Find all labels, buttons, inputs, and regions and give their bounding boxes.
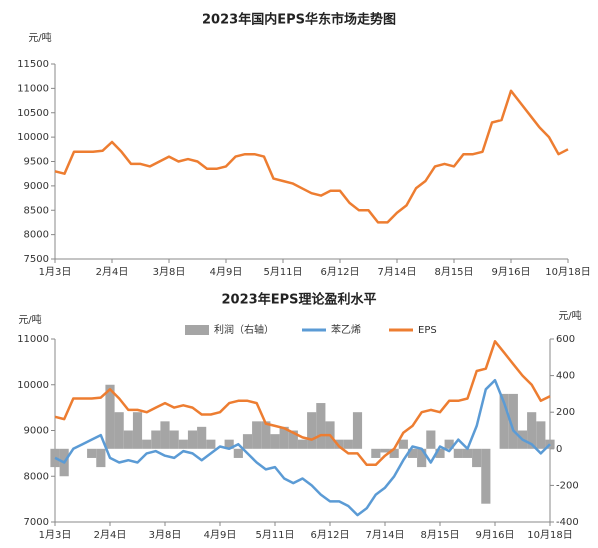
legend-label: 苯乙烯 bbox=[331, 323, 361, 336]
profit-bar bbox=[380, 448, 390, 453]
x-tick-label: 3月8日 bbox=[153, 266, 186, 278]
profit-bar bbox=[261, 421, 271, 449]
profit-bar bbox=[233, 448, 243, 458]
line-series bbox=[54, 89, 569, 224]
profit-bar bbox=[224, 439, 234, 449]
line-series bbox=[54, 378, 551, 517]
profit-bar bbox=[527, 412, 537, 449]
x-tick-label: 6月12日 bbox=[320, 266, 359, 278]
line-series bbox=[54, 340, 551, 467]
profit-bar bbox=[132, 412, 143, 449]
profit-bar bbox=[398, 439, 408, 449]
x-tick-label: 1月3日 bbox=[39, 529, 72, 541]
profit-bar bbox=[481, 448, 491, 504]
profit-bar bbox=[462, 448, 473, 458]
x-tick-label: 10月18日 bbox=[545, 266, 590, 278]
profit-bar bbox=[472, 448, 482, 468]
profit-bar bbox=[169, 430, 179, 449]
profit-bar bbox=[87, 448, 97, 458]
profit-bar bbox=[142, 439, 152, 449]
y-tick-label: 10500 bbox=[17, 108, 49, 119]
y-tick-label: 7000 bbox=[24, 517, 49, 528]
y2-tick-label: 0 bbox=[556, 444, 562, 455]
x-tick-label: 10月18日 bbox=[527, 529, 572, 541]
x-tick-label: 3月8日 bbox=[149, 529, 182, 541]
profit-bar bbox=[123, 430, 133, 449]
profit-bar bbox=[334, 439, 344, 449]
y-tick-label: 10000 bbox=[17, 380, 49, 391]
y-tick-label: 10000 bbox=[17, 132, 49, 143]
y-tick-label: 8000 bbox=[24, 471, 49, 482]
profit-bar bbox=[178, 439, 188, 449]
profit-bar bbox=[252, 421, 262, 449]
profit-bar bbox=[270, 434, 280, 449]
y-tick-label: 9500 bbox=[24, 157, 49, 168]
profit-bar bbox=[316, 403, 326, 449]
y-axis-unit: 元/吨 bbox=[28, 31, 51, 44]
profit-bar bbox=[288, 430, 298, 449]
profit-bar bbox=[453, 448, 463, 458]
x-tick-label: 1月3日 bbox=[39, 266, 72, 278]
x-tick-label: 8月15日 bbox=[420, 529, 459, 541]
y2-tick-label: -200 bbox=[556, 480, 579, 491]
profit-bar bbox=[499, 393, 509, 449]
legend-label: 利润（右轴） bbox=[214, 323, 274, 336]
y-axis-unit: 元/吨 bbox=[18, 313, 41, 326]
profit-bar bbox=[206, 439, 216, 449]
y-tick-label: 9000 bbox=[24, 426, 49, 437]
y-tick-label: 11000 bbox=[17, 334, 49, 345]
profit-bar bbox=[187, 430, 198, 449]
profit-bar bbox=[389, 448, 399, 458]
chart-title: 2023年EPS理论盈利水平 bbox=[222, 292, 377, 308]
profit-bar bbox=[417, 448, 427, 468]
profit-bar bbox=[307, 412, 317, 449]
chart-title: 2023年国内EPS华东市场走势图 bbox=[202, 12, 396, 28]
profit-bar bbox=[197, 426, 207, 449]
profit-bar bbox=[426, 430, 436, 449]
y-tick-label: 11000 bbox=[17, 83, 49, 94]
y-tick-label: 7500 bbox=[24, 254, 49, 265]
x-tick-label: 4月9日 bbox=[210, 266, 243, 278]
x-tick-label: 4月9日 bbox=[204, 529, 237, 541]
x-tick-label: 8月15日 bbox=[434, 266, 473, 278]
y-tick-label: 11500 bbox=[17, 59, 49, 70]
profit-bar bbox=[151, 430, 161, 449]
profit-bar bbox=[242, 434, 253, 449]
x-tick-label: 9月16日 bbox=[491, 266, 530, 278]
x-tick-label: 9月16日 bbox=[475, 529, 514, 541]
profit-bar bbox=[279, 426, 289, 449]
profit-bar bbox=[96, 448, 106, 468]
legend-label: EPS bbox=[418, 325, 437, 336]
y-tick-label: 9000 bbox=[24, 181, 49, 192]
profit-bar bbox=[508, 393, 518, 449]
profit-bar bbox=[160, 421, 170, 449]
profit-bar bbox=[114, 412, 124, 449]
x-tick-label: 6月12日 bbox=[310, 529, 349, 541]
y2-tick-label: -400 bbox=[556, 517, 579, 528]
profit-bar bbox=[371, 448, 381, 458]
y2-tick-label: 200 bbox=[556, 407, 575, 418]
x-tick-label: 5月11日 bbox=[255, 529, 294, 541]
y2-axis-unit: 元/吨 bbox=[558, 309, 581, 322]
y-tick-label: 8000 bbox=[24, 230, 49, 241]
x-tick-label: 7月14日 bbox=[377, 266, 416, 278]
profit-bar bbox=[297, 439, 308, 449]
x-tick-label: 7月14日 bbox=[365, 529, 404, 541]
x-tick-label: 2月4日 bbox=[94, 529, 127, 541]
profit-bar bbox=[536, 421, 546, 449]
profit-bar bbox=[407, 448, 418, 458]
x-tick-label: 2月4日 bbox=[96, 266, 129, 278]
profit-bar bbox=[105, 384, 115, 449]
legend-swatch bbox=[185, 325, 209, 335]
profit-bar bbox=[444, 439, 454, 449]
profit-bar bbox=[435, 448, 445, 458]
y2-tick-label: 400 bbox=[556, 371, 575, 382]
profit-bar bbox=[343, 439, 353, 449]
x-tick-label: 5月11日 bbox=[263, 266, 302, 278]
y2-tick-label: 600 bbox=[556, 334, 575, 345]
y-tick-label: 8500 bbox=[24, 205, 49, 216]
profit-bar bbox=[352, 412, 363, 449]
